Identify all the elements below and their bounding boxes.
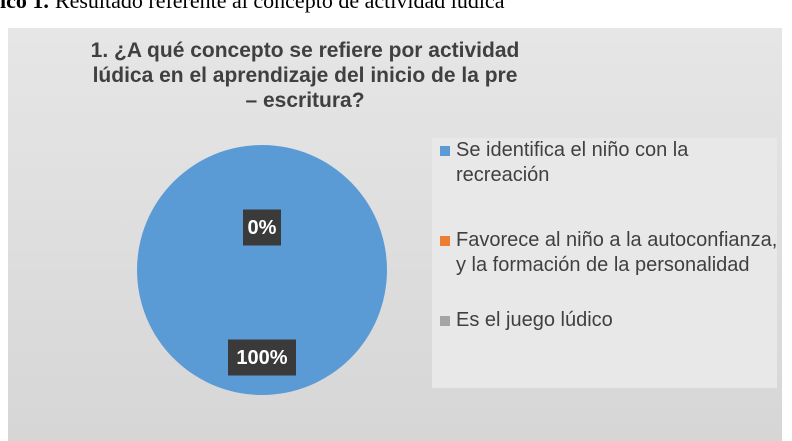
legend-label: Se identifica el niño con la recreación: [456, 139, 689, 186]
plot: 100%0%0%: [137, 145, 387, 395]
chart: 100%0%0% 1. ¿A qué concepto se refiere p…: [8, 28, 782, 441]
legend-label: Es el juego lúdico: [456, 309, 613, 331]
legend-swatch: [440, 316, 450, 326]
legend-item: Favorece al niño a la autoconfianza, y l…: [440, 228, 786, 278]
legend-swatch: [440, 236, 450, 246]
legend-item: Se identifica el niño con la recreación: [440, 138, 786, 188]
value-label-box: [228, 339, 296, 376]
value-label: 0%: [248, 217, 277, 239]
value-label: 100%: [236, 347, 287, 369]
pie-slice: [137, 145, 387, 395]
chart-title: 1. ¿A qué concepto se refiere por activi…: [90, 39, 520, 112]
legend-item: Es el juego lúdico: [440, 308, 786, 333]
caption-text: Resultado referente al concepto de activ…: [54, 0, 505, 13]
caption: ico 1. Resultado referente al concepto de…: [0, 0, 504, 14]
legend-label: Favorece al niño a la autoconfianza, y l…: [456, 229, 778, 276]
value-label-box: [243, 209, 281, 246]
legend: Se identifica el niño con la recreación F…: [432, 138, 777, 388]
legend-swatch: [440, 146, 450, 156]
caption-label: ico 1.: [0, 0, 49, 13]
